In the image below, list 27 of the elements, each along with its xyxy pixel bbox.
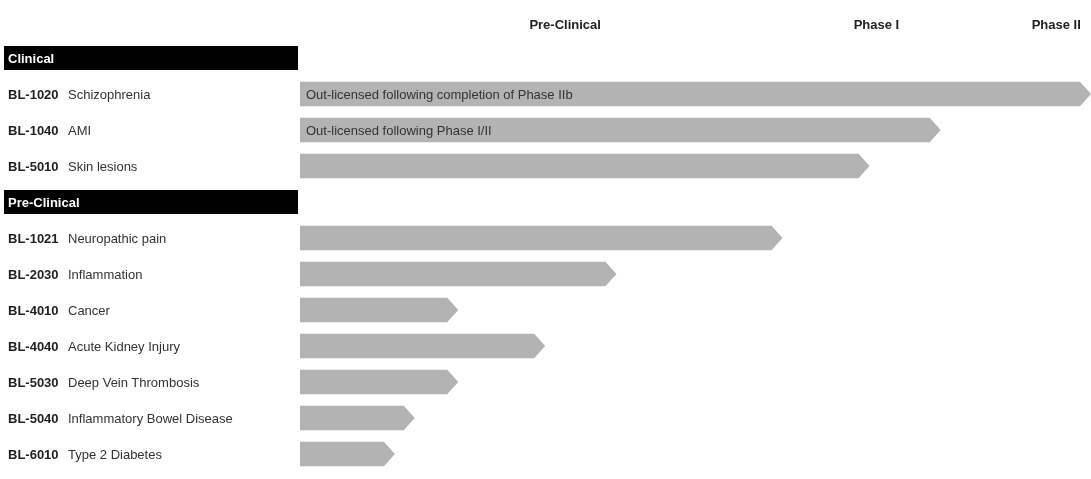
bar	[300, 405, 415, 431]
bar	[300, 153, 870, 179]
y-tick-label: BL-1040 AMI	[8, 122, 92, 138]
y-tick-label: BL-4010 Cancer	[8, 302, 111, 318]
y-tick-label: BL-1020 Schizophrenia	[8, 86, 152, 102]
bar	[300, 297, 459, 323]
text: Phase II	[1031, 17, 1081, 32]
bar	[300, 261, 617, 287]
y-tick-label: BL-6010 Type 2 Diabetes	[8, 446, 163, 462]
bar	[300, 333, 546, 359]
bar	[300, 117, 941, 143]
y-tick-label: BL-2030 Inflammation	[8, 266, 143, 282]
y-tick-label: BL-5010 Skin lesions	[8, 158, 138, 174]
y-tick-label: Clinical	[8, 50, 55, 66]
y-tick-label: BL-4040 Acute Kidney Injury	[8, 338, 181, 354]
annotation: Out-licensed following Phase I/II	[306, 122, 492, 138]
y-tick-label: BL-5030 Deep Vein Thrombosis	[8, 374, 200, 390]
bar	[300, 81, 1091, 107]
bar	[300, 225, 783, 251]
y-tick-label: BL-5040 Inflammatory Bowel Disease	[8, 410, 233, 426]
y-tick-label: Pre-Clinical	[8, 194, 80, 210]
bar	[300, 369, 459, 395]
annotation: Out-licensed following completion of Phase IIb	[306, 86, 573, 102]
text: Phase I	[853, 17, 900, 32]
bar	[300, 441, 395, 467]
text: Pre-Clinical	[529, 17, 601, 32]
y-tick-label: BL-1021 Neuropathic pain	[8, 230, 167, 246]
